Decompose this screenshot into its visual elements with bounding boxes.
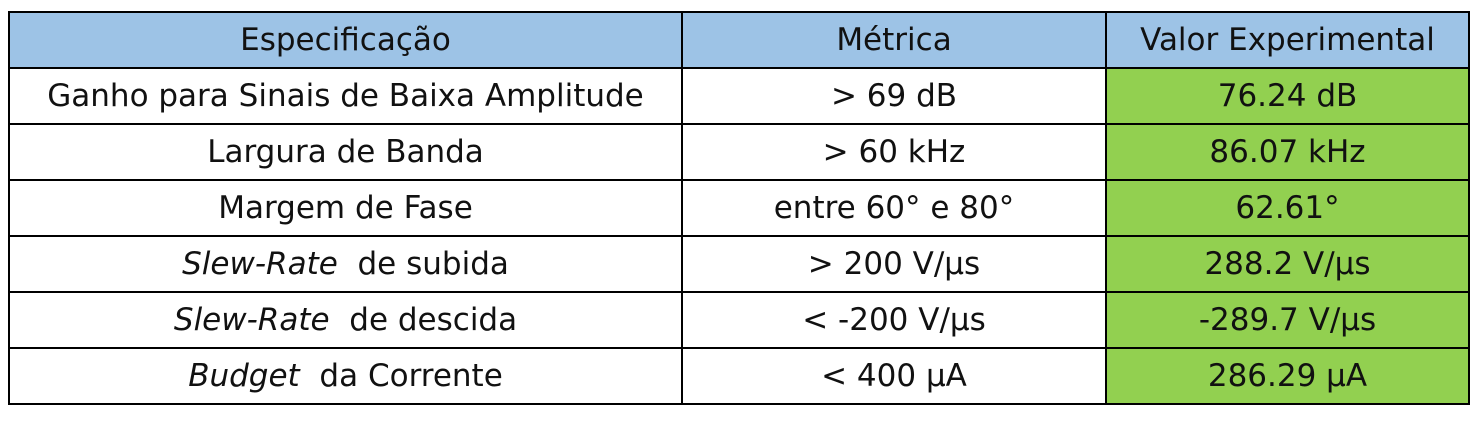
- spec-cell: Slew-Rate de descida: [8, 291, 683, 349]
- spec-text: Margem de Fase: [218, 190, 473, 226]
- header-valor-experimental: Valor Experimental: [1105, 11, 1470, 69]
- spec-italic-term: Slew-Rate: [173, 302, 330, 338]
- spec-cell: Ganho para Sinais de Baixa Amplitude: [8, 67, 683, 125]
- spec-text: Largura de Banda: [207, 134, 484, 170]
- value-cell: 286.29 µA: [1105, 347, 1470, 405]
- spec-cell: Budget da Corrente: [8, 347, 683, 405]
- specification-table: Especificação Métrica Valor Experimental…: [8, 11, 1470, 405]
- metric-cell: > 69 dB: [681, 67, 1107, 125]
- table-row: Ganho para Sinais de Baixa Amplitude > 6…: [8, 67, 1470, 125]
- value-cell: 62.61°: [1105, 179, 1470, 237]
- value-cell: -289.7 V/µs: [1105, 291, 1470, 349]
- spec-text: Ganho para Sinais de Baixa Amplitude: [47, 78, 644, 114]
- metric-cell: > 60 kHz: [681, 123, 1107, 181]
- spec-cell: Largura de Banda: [8, 123, 683, 181]
- spec-italic-term: Slew-Rate: [182, 246, 338, 282]
- spec-italic-term: Budget: [188, 358, 300, 394]
- table-row: Budget da Corrente < 400 µA 286.29 µA: [8, 347, 1470, 405]
- header-row: Especificação Métrica Valor Experimental: [8, 11, 1470, 69]
- spec-text: da Corrente: [299, 358, 503, 394]
- header-metrica: Métrica: [681, 11, 1107, 69]
- metric-cell: > 200 V/µs: [681, 235, 1107, 293]
- value-cell: 86.07 kHz: [1105, 123, 1470, 181]
- spec-text: de descida: [329, 302, 518, 338]
- spec-cell: Margem de Fase: [8, 179, 683, 237]
- spec-cell: Slew-Rate de subida: [8, 235, 683, 293]
- metric-cell: < -200 V/µs: [681, 291, 1107, 349]
- value-cell: 76.24 dB: [1105, 67, 1470, 125]
- table-row: Slew-Rate de descida < -200 V/µs -289.7 …: [8, 291, 1470, 349]
- metric-cell: < 400 µA: [681, 347, 1107, 405]
- table-row: Margem de Fase entre 60° e 80° 62.61°: [8, 179, 1470, 237]
- header-especificacao: Especificação: [8, 11, 683, 69]
- spec-text: de subida: [337, 246, 509, 282]
- table-row: Slew-Rate de subida > 200 V/µs 288.2 V/µ…: [8, 235, 1470, 293]
- table-row: Largura de Banda > 60 kHz 86.07 kHz: [8, 123, 1470, 181]
- value-cell: 288.2 V/µs: [1105, 235, 1470, 293]
- metric-cell: entre 60° e 80°: [681, 179, 1107, 237]
